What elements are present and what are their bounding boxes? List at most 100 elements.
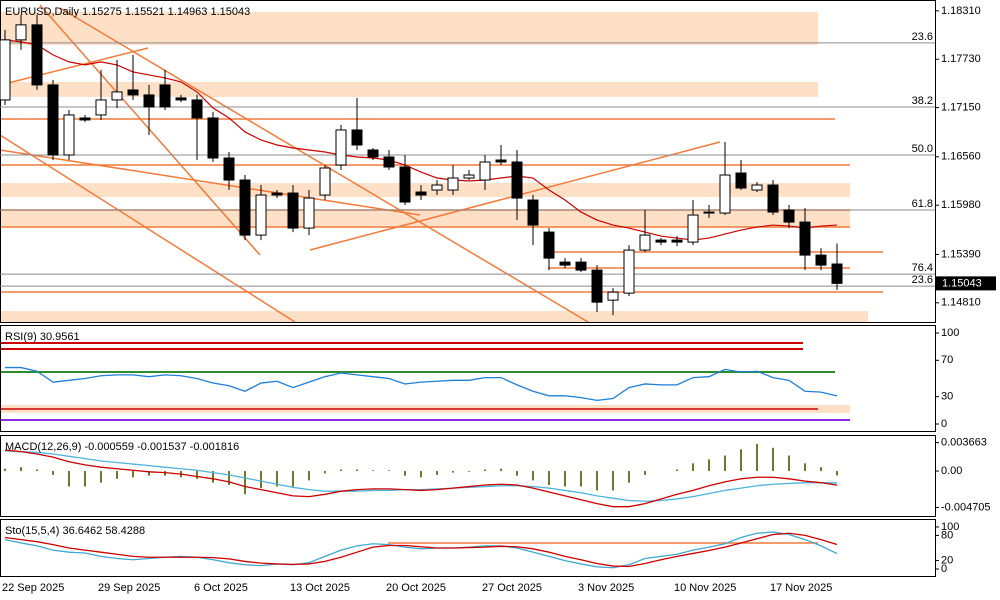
candle-body [0,39,11,101]
trend-line [0,47,149,86]
candle-body [607,291,619,301]
histogram-bar [388,470,390,472]
panel-title: MACD(12,26,9) -0.000559 -0.001537 -0.001… [5,441,239,453]
candle-body [735,172,747,189]
y-tick-label: 0.00 [941,465,962,477]
x-tick-label: 27 Oct 2025 [482,582,542,594]
histogram-bar [740,449,742,472]
y-tick-label: 1.15980 [941,199,981,211]
indicator-line [4,532,838,568]
histogram-bar [452,471,454,473]
x-tick-label: 17 Nov 2025 [770,582,832,594]
histogram-bar [708,459,710,472]
indicator-line [4,449,838,508]
y-tick-label: 1.17150 [941,102,981,114]
panel-title: EURUSD,Daily 1.15275 1.15521 1.14963 1.1… [5,6,250,18]
zone [0,210,850,227]
histogram-bar [804,463,806,472]
y-tick-label: 100 [941,521,959,533]
y-tick-label: 100 [941,327,959,339]
candle-body [783,209,795,223]
candle-body [399,166,411,203]
candle-body [159,84,171,108]
x-tick-label: 29 Sep 2025 [98,582,160,594]
histogram-bar [212,471,214,483]
y-tick-label: 1.17730 [941,53,981,65]
histogram-bar [116,471,118,479]
candle-body [655,239,667,243]
candle-body [47,84,59,156]
histogram-bar [164,471,166,476]
y-tick-label: 1.15390 [941,248,981,260]
histogram-bar [68,471,70,487]
histogram-bar [20,467,22,472]
fib-label: 50.0 [912,143,933,155]
x-tick-label: 13 Oct 2025 [290,582,350,594]
histogram-bar [596,471,598,491]
histogram-bar [516,471,518,476]
candle-body [687,214,699,243]
histogram-bar [100,471,102,483]
candle-body [111,91,123,101]
x-tick-label: 10 Nov 2025 [674,582,736,594]
candle-body [367,149,379,158]
last-price: 1.15043 [942,277,982,289]
x-tick-label: 6 Oct 2025 [194,582,248,594]
candle-body [415,191,427,196]
histogram-bar [772,447,774,472]
fib-label: 38.2 [912,95,933,107]
candle-body [271,192,283,196]
histogram-bar [532,471,534,481]
candle-body [191,99,203,119]
candle-body [127,89,139,96]
y-tick-label: 20 [941,554,953,566]
trend-line [0,134,296,323]
histogram-bar [276,471,278,487]
candle-body [287,192,299,229]
zone [0,311,868,322]
y-tick-label: 1.16560 [941,151,981,163]
panel-title: RSI(9) 30.9561 [5,331,80,343]
candle-body [543,231,555,259]
histogram-bar [788,455,790,472]
candle-body [815,254,827,266]
candle-body [799,221,811,256]
candle-body [703,211,715,214]
panel-frame [0,325,936,432]
candle-body [495,159,507,163]
histogram-bar [372,470,374,472]
histogram-bar [820,467,822,472]
candle-body [431,184,443,191]
histogram-bar [676,469,678,472]
indicator-line [5,366,838,401]
y-tick-label: -0.004705 [941,501,991,513]
candle-body [383,156,395,168]
histogram-bar [340,469,342,472]
histogram-bar [404,471,406,476]
histogram-bar [484,469,486,472]
candle-body [767,184,779,213]
candle-body [463,174,475,179]
histogram-bar [196,471,198,479]
candle-body [527,199,539,226]
histogram-bar [356,469,358,472]
candle-body [751,184,763,191]
y-tick-label: 80 [941,529,953,541]
candle-body [575,261,587,271]
candle-body [95,99,107,116]
histogram-bar [36,469,38,472]
zone [0,82,818,97]
histogram-bar [52,471,54,475]
candle-body [623,249,635,294]
trend-line [59,7,589,323]
histogram-bar [292,471,294,487]
candle-body [447,177,459,191]
histogram-bar [564,471,566,487]
candle-body [335,129,347,166]
candle-body [831,263,843,284]
histogram-bar [644,471,646,475]
candle-body [303,197,315,229]
x-tick-label: 20 Oct 2025 [386,582,446,594]
histogram-bar [84,471,86,487]
